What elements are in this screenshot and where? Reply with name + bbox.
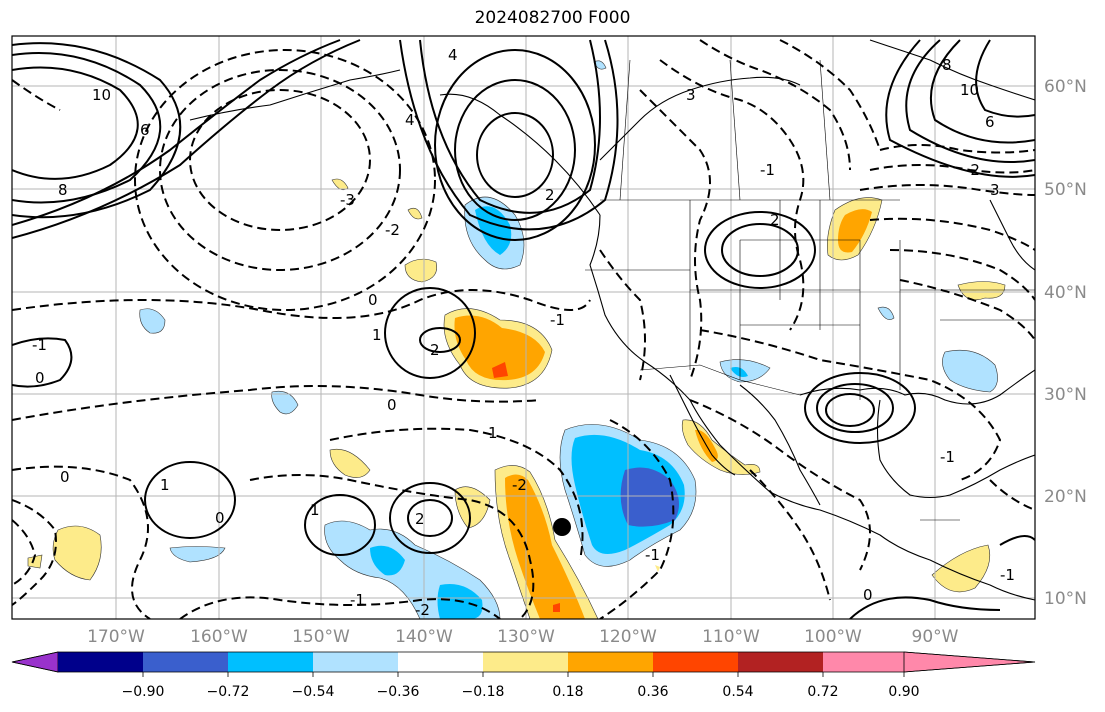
contour-label: 0 [215,509,225,527]
shaded-fields [27,60,1006,619]
colorbar-segment [738,652,824,672]
lon-label: 130°W [497,627,555,647]
contour-labels: 10 8 6 4 2 0 -1 -2 -3 1 2 0 4 6 8 10 2 -… [32,46,1015,619]
contour-label: 0 [387,396,397,414]
contour-label: -1 [760,161,775,179]
colorbar-segment [823,652,905,672]
contour-label: 10 [960,81,979,99]
lat-label: 60°N [1044,77,1087,97]
contour-label: 0 [60,468,70,486]
colorbar-segment [653,652,739,672]
colorbar-tick-label: 0.54 [722,684,753,700]
contour-label: -2 [415,601,430,619]
borders [585,59,1035,521]
colorbar-tick-label: 0.90 [888,684,919,700]
contour-label: 1 [488,424,498,442]
contour-label: 8 [942,56,952,74]
colorbar-segment [228,652,314,672]
colorbar-segment [313,652,399,672]
contour-label: -1 [32,336,47,354]
contour-label: 3 [990,181,1000,199]
colorbar-tick-label: 0.36 [637,684,668,700]
lat-label: 10°N [1044,589,1087,609]
lon-label: 120°W [599,627,657,647]
map-title: 2024082700 F000 [474,8,631,28]
lat-label: 40°N [1044,283,1087,303]
solid-contours [12,39,1035,619]
contour-label: 1 [372,326,382,344]
contour-label: -1 [1000,566,1015,584]
colorbar-segment [58,652,144,672]
lon-label: 150°W [292,627,350,647]
contour-label: 4 [405,111,415,129]
contour-label: 8 [58,181,68,199]
contour-label: -3 [340,191,355,209]
contour-label: 6 [985,113,995,131]
colorbar-tick-label: −0.54 [292,684,335,700]
colorbar-tick-label: 0.72 [807,684,838,700]
contour-label: 1 [310,501,320,519]
lon-label: 110°W [702,627,760,647]
colorbar-tick-label: −0.90 [122,684,165,700]
colorbar-segment [143,652,229,672]
colorbar-tick-label: 0.18 [552,684,583,700]
contour-label: 6 [140,121,150,139]
contour-label: 0 [35,369,45,387]
contour-label: -1 [645,546,660,564]
lon-label: 100°W [804,627,862,647]
contour-label: 2 [770,211,780,229]
colorbar-segment [568,652,654,672]
lon-label: 170°W [87,627,145,647]
colorbar-tick-label: −0.72 [207,684,250,700]
contour-label: -2 [385,221,400,239]
contour-label: 3 [686,86,696,104]
colorbar: −0.90 −0.72 −0.54 −0.36 −0.18 0.18 0.36 … [11,651,1036,700]
storm-center-marker [553,518,571,536]
contour-label: 4 [448,46,458,64]
coastlines [189,39,1035,601]
longitude-labels: 170°W 160°W 150°W 140°W 130°W 120°W 110°… [87,627,959,647]
colorbar-extend-low [11,651,59,673]
lat-label: 50°N [1044,180,1087,200]
colorbar-segment [398,652,484,672]
lon-label: 160°W [190,627,248,647]
colorbar-tick-label: −0.18 [462,684,505,700]
lon-label: 90°W [912,627,959,647]
lat-label: 30°N [1044,385,1087,405]
contour-label: -1 [550,311,565,329]
contour-label: 10 [92,86,111,104]
colorbar-extend-high [903,651,1036,673]
contour-label: 2 [430,341,440,359]
contour-label: 0 [368,291,378,309]
contour-label: -1 [350,591,365,609]
contour-label: -1 [940,448,955,466]
contour-label: -2 [965,161,980,179]
contour-label: 1 [160,476,170,494]
dashed-contours [12,39,1035,619]
colorbar-segment [483,652,569,672]
contour-label: -2 [512,476,527,494]
contour-label: 2 [415,510,425,528]
colorbar-tick-label: −0.36 [377,684,420,700]
contour-label: 2 [545,186,555,204]
lat-label: 20°N [1044,487,1087,507]
map-border [11,35,1036,620]
latitude-labels: 60°N 50°N 40°N 30°N 20°N 10°N [1044,77,1087,609]
contour-label: 0 [863,586,873,604]
lon-label: 140°W [395,627,453,647]
